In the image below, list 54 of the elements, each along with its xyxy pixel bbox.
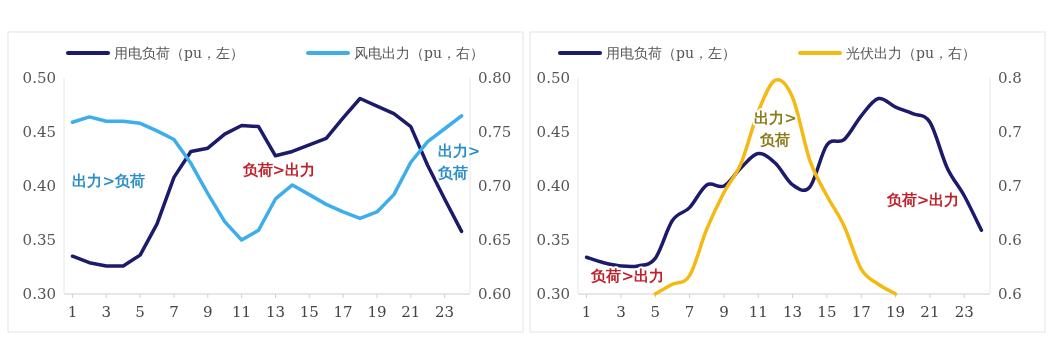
x-tick-label: 19 bbox=[367, 303, 387, 321]
legend-label: 光伏出力（pu，右） bbox=[846, 45, 976, 61]
x-tick-label: 5 bbox=[650, 303, 661, 321]
y2-tick-label: 0.6 bbox=[998, 285, 1022, 303]
x-tick-label: 13 bbox=[265, 303, 286, 321]
y-tick-label: 0.45 bbox=[22, 123, 56, 141]
x-tick-label: 3 bbox=[616, 303, 626, 321]
legend-label: 风电出力（pu，右） bbox=[354, 45, 484, 61]
x-tick-label: 15 bbox=[817, 303, 837, 321]
x-tick-label: 21 bbox=[401, 303, 421, 321]
x-tick-label: 11 bbox=[748, 303, 768, 321]
x-tick-label: 9 bbox=[719, 303, 729, 321]
y-tick-label: 0.50 bbox=[22, 69, 56, 87]
y2-tick-label: 0.7 bbox=[998, 123, 1022, 141]
x-tick-label: 23 bbox=[435, 303, 455, 321]
y2-tick-label: 0.75 bbox=[478, 123, 512, 141]
y2-tick-label: 0.65 bbox=[478, 231, 512, 249]
annotation: 出力>负荷 bbox=[72, 172, 146, 190]
x-tick-label: 17 bbox=[333, 303, 353, 321]
y-tick-label: 0.45 bbox=[536, 123, 570, 141]
x-tick-label: 1 bbox=[581, 303, 592, 321]
y-tick-label: 0.40 bbox=[22, 177, 56, 195]
y2-tick-label: 0.70 bbox=[478, 177, 512, 195]
y-tick-label: 0.30 bbox=[536, 285, 570, 303]
x-tick-label: 11 bbox=[232, 303, 252, 321]
legend-label: 用电负荷（pu，左） bbox=[114, 45, 244, 61]
x-tick-label: 19 bbox=[886, 303, 906, 321]
x-tick-label: 7 bbox=[684, 303, 695, 321]
x-tick-label: 23 bbox=[954, 303, 974, 321]
annotation: 负荷>出力 bbox=[590, 267, 665, 286]
x-tick-label: 7 bbox=[169, 303, 179, 321]
y-tick-label: 0.30 bbox=[22, 285, 56, 303]
y-tick-label: 0.35 bbox=[22, 231, 56, 249]
y-tick-label: 0.50 bbox=[536, 69, 570, 87]
y2-tick-label: 0.80 bbox=[478, 69, 512, 87]
x-tick-label: 21 bbox=[920, 303, 940, 321]
legend-label: 用电负荷（pu，左） bbox=[606, 45, 736, 61]
y2-tick-label: 0.60 bbox=[478, 285, 512, 303]
line-series bbox=[584, 96, 984, 269]
y-tick-label: 0.35 bbox=[536, 231, 570, 249]
x-tick-label: 13 bbox=[783, 303, 803, 321]
x-tick-label: 15 bbox=[299, 303, 319, 321]
x-tick-label: 17 bbox=[851, 303, 871, 321]
x-tick-label: 5 bbox=[135, 303, 145, 321]
x-tick-label: 1 bbox=[67, 303, 78, 321]
y2-tick-label: 0.6 bbox=[998, 231, 1022, 249]
x-tick-label: 3 bbox=[101, 303, 112, 321]
annotation: 负荷>出力 bbox=[241, 161, 316, 180]
y-tick-label: 0.40 bbox=[536, 177, 570, 195]
x-tick-label: 9 bbox=[203, 303, 213, 321]
y2-tick-label: 0.8 bbox=[998, 69, 1022, 87]
annotation: 负荷>出力 bbox=[885, 191, 960, 210]
y2-tick-label: 0.7 bbox=[998, 177, 1022, 195]
annotation: 出力>负荷 bbox=[436, 141, 481, 182]
